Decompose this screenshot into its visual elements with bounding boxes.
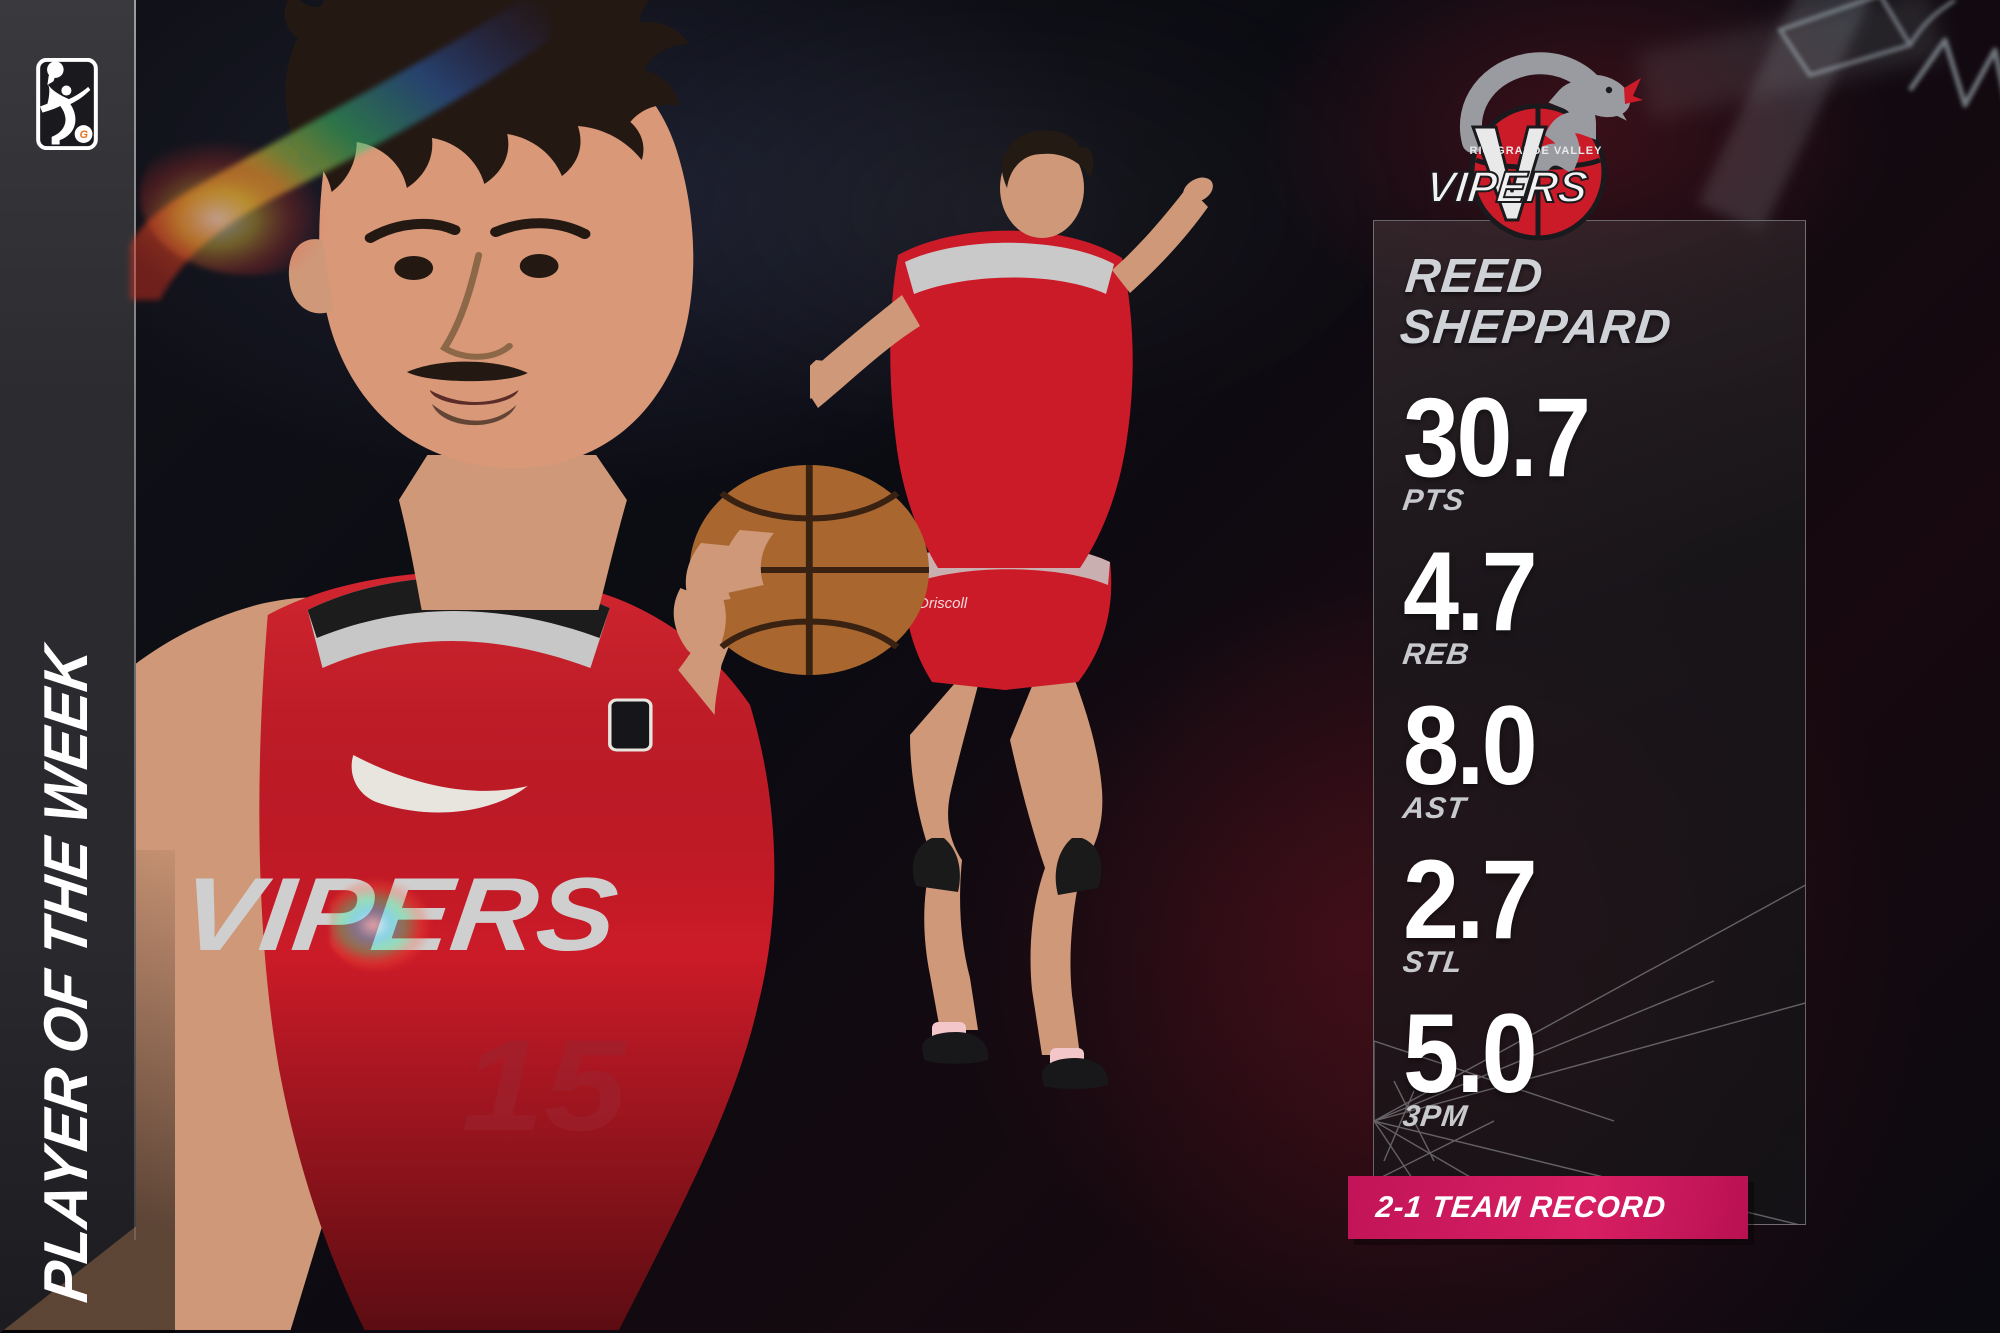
svg-text:RIO GRANDE VALLEY: RIO GRANDE VALLEY: [1470, 145, 1603, 157]
svg-text:15: 15: [462, 1012, 629, 1157]
svg-text:VIPERS: VIPERS: [1423, 163, 1589, 212]
